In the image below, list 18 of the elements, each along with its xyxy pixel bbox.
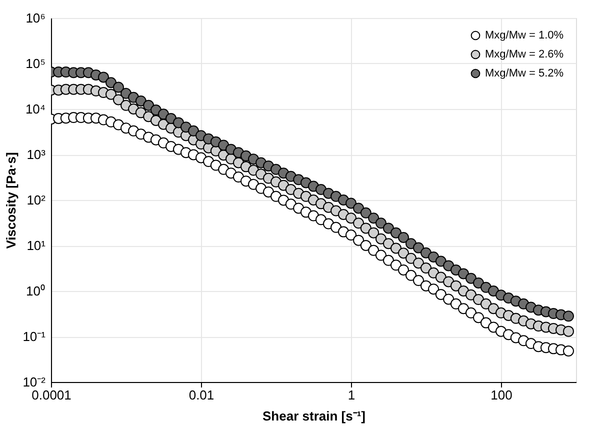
y-tick-label: 10¹ (26, 238, 46, 253)
x-tick-label: 100 (490, 388, 512, 402)
y-tick-label: 10² (26, 192, 46, 208)
y-tick-label: 10⁴ (25, 102, 46, 116)
y-tick-label: 10⁵ (26, 56, 46, 71)
x-axis-title: Shear strain [s⁻¹] (262, 408, 366, 424)
y-tick-label: 10³ (26, 147, 46, 162)
legend-label: Mxg/Mw = 5.2% (485, 68, 564, 80)
y-tick-label: 10⁻² (22, 374, 46, 390)
y-axis-title: Viscosity [Pa·s] (4, 152, 19, 249)
legend-label: Mxg/Mw = 2.6% (485, 48, 564, 60)
y-tick-label: 10⁻¹ (22, 329, 46, 344)
x-tick-label: 0.0001 (32, 388, 72, 402)
y-tick-label: 10⁶ (26, 10, 46, 26)
x-tick-label: 0.01 (188, 388, 214, 402)
legend-label: Mxg/Mw = 1.0% (485, 30, 564, 42)
x-tick-label: 1 (348, 388, 356, 402)
y-tick-label: 10⁰ (26, 284, 46, 298)
